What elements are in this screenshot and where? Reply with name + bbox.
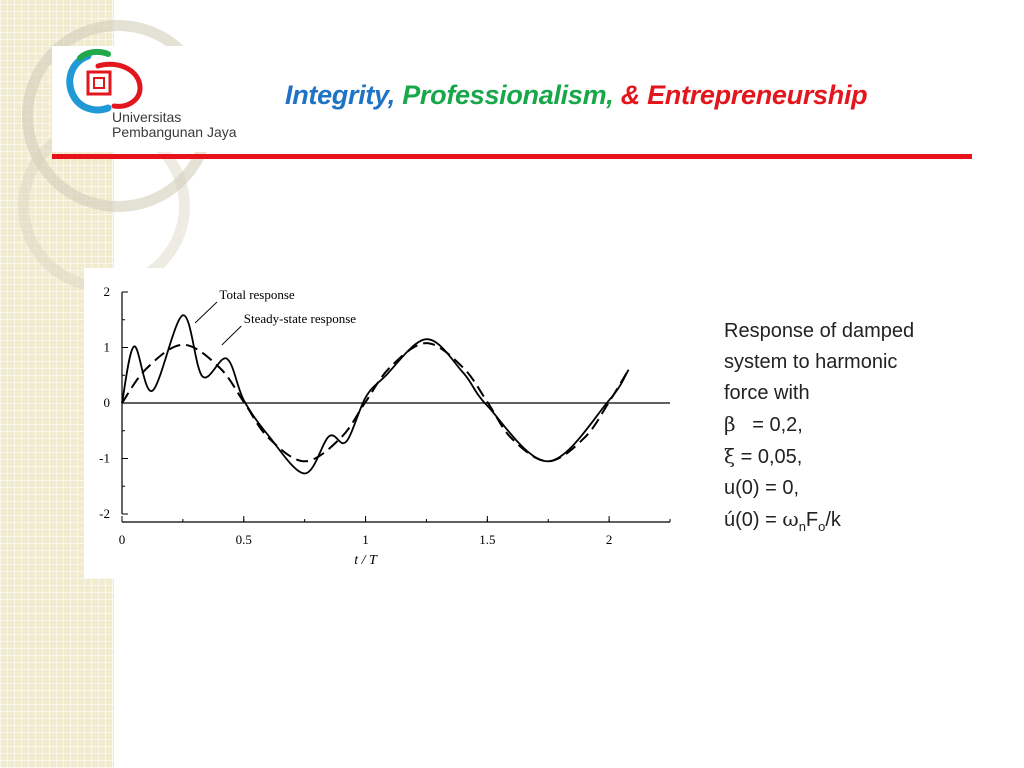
- udot0-prefix: ú(0) =: [724, 509, 777, 531]
- x-tick-label: 2: [606, 532, 613, 547]
- tagline-integrity: Integrity,: [285, 80, 396, 110]
- force-symbol: F: [805, 509, 819, 531]
- logo-panel: [52, 46, 252, 152]
- omega-symbol: ω: [782, 507, 799, 531]
- y-tick-label: 2: [104, 284, 111, 299]
- university-logo-icon: [66, 48, 143, 114]
- y-tick-label: -2: [99, 506, 110, 521]
- caption-xi: ξ = 0,05,: [724, 441, 914, 473]
- caption-beta: β = 0,2,: [724, 409, 914, 441]
- response-chart: 2 1 0 -1 -2 0 0.5 1 1.5 2 t / T Total response Stea…: [99, 284, 671, 568]
- y-tick-label: 1: [104, 340, 111, 355]
- xi-value: = 0,05,: [740, 446, 803, 468]
- xi-symbol: ξ: [724, 444, 736, 468]
- chart-caption: Response of damped system to harmonic fo…: [724, 316, 914, 542]
- x-tick-label: 0.5: [236, 532, 252, 547]
- caption-line-2: system to harmonic: [724, 351, 898, 373]
- steady-state-leader: [221, 325, 242, 346]
- logo-line-1: Universitas: [112, 109, 182, 125]
- chart-annotations: Total response Steady-state response: [194, 287, 357, 346]
- chart-ticks: 2 1 0 -1 -2 0 0.5 1 1.5 2 t / T: [99, 284, 671, 568]
- y-tick-label: 0: [104, 395, 111, 410]
- x-tick-label: 1.5: [479, 532, 495, 547]
- header-divider: [52, 154, 972, 159]
- logo-line-2: Pembangunan Jaya: [112, 124, 237, 140]
- beta-symbol: β: [724, 412, 736, 436]
- omega-subscript: n: [798, 519, 806, 534]
- y-tick-label: -1: [99, 451, 110, 466]
- x-tick-label: 0: [119, 532, 126, 547]
- caption-suffix: /k: [825, 509, 841, 531]
- caption-udot0: ú(0) = ωnFo/k: [724, 504, 914, 542]
- total-response-line: [121, 314, 630, 475]
- caption-line-3: force with: [724, 382, 810, 404]
- steady-state-response-line: [121, 342, 630, 463]
- steady-state-annotation: Steady-state response: [244, 311, 357, 326]
- tagline: Integrity, Professionalism, & Entreprene…: [285, 80, 868, 111]
- beta-value: = 0,2,: [752, 414, 803, 436]
- caption-line-1: Response of damped: [724, 320, 915, 342]
- x-axis-label: t / T: [354, 553, 378, 568]
- tagline-professionalism: Professionalism,: [402, 80, 614, 110]
- force-subscript: o: [818, 519, 826, 534]
- x-tick-label: 1: [362, 532, 369, 547]
- chart-axes: [121, 292, 670, 523]
- total-response-annotation: Total response: [219, 287, 294, 302]
- logo-wordmark: Universitas Pembangunan Jaya: [112, 110, 237, 140]
- caption-u0: u(0) = 0,: [724, 477, 800, 499]
- tagline-entrepreneurship: & Entrepreneurship: [620, 80, 868, 110]
- chart-series: [121, 314, 630, 475]
- total-response-leader: [194, 301, 218, 324]
- chart-panel: 2 1 0 -1 -2 0 0.5 1 1.5 2 t / T Total response Stea…: [84, 268, 674, 578]
